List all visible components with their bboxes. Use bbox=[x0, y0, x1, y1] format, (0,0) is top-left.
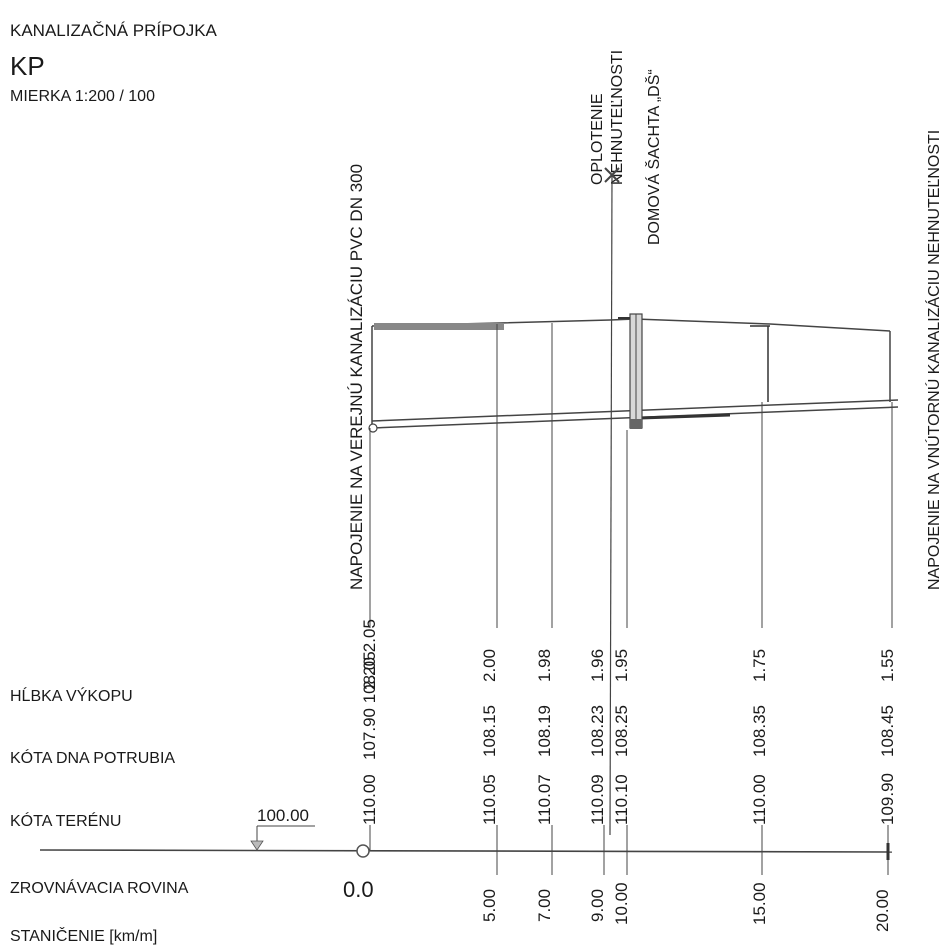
row-label-terrain: KÓTA TERÉNU bbox=[10, 811, 121, 830]
station-depth: 2.00 bbox=[480, 649, 499, 682]
station-pipe-bottom: 108.25 bbox=[612, 705, 631, 757]
station-depth: 1.96 bbox=[588, 649, 607, 682]
station-pipe-bottom: 108.19 bbox=[535, 705, 554, 757]
start-point-marker bbox=[356, 844, 370, 858]
manhole-outlet bbox=[639, 413, 731, 420]
station-terrain: 110.00 bbox=[360, 774, 379, 825]
row-label-chainage: STANIČENIE [km/m] bbox=[10, 926, 157, 945]
fence-label-line1: OPLOTENIE bbox=[589, 93, 606, 185]
station-terrain: 110.05 bbox=[480, 774, 499, 825]
drawing-code: KP bbox=[10, 51, 45, 81]
drawing-scale: MIERKA 1:200 / 100 bbox=[10, 88, 155, 105]
station-chainage: 20.00 bbox=[873, 889, 892, 932]
station-values: 110.00 107.90 108.05 2.20 2.05 5.00 110.… bbox=[360, 619, 897, 932]
row-label-depth: HĹBKA VÝKOPU bbox=[10, 686, 133, 705]
fence-label-line2: NEHNUTEĽNOSTI bbox=[609, 50, 626, 185]
public-connection-label: NAPOJENIE NA VEREJNÚ KANALIZÁCIU PVC DN … bbox=[347, 164, 366, 590]
station-depth: 1.75 bbox=[750, 649, 769, 682]
station-terrain: 110.10 bbox=[612, 774, 631, 825]
station-pipe-bottom: 107.90 108.05 bbox=[360, 651, 379, 760]
terrain-hatch bbox=[374, 323, 504, 330]
station-depth: 1.55 bbox=[878, 649, 897, 682]
datum-level-marker: 100.00 bbox=[250, 806, 315, 851]
station-depth: 1.95 bbox=[612, 649, 631, 682]
row-label-pipe-bottom: KÓTA DNA POTRUBIA bbox=[10, 748, 175, 767]
station-chainage: 5.00 bbox=[480, 889, 499, 922]
station-pipe-bottom: 108.23 bbox=[588, 705, 607, 757]
manhole-label: DOMOVÁ ŠACHTA „DŠ“ bbox=[644, 69, 663, 245]
station-terrain: 109.90 bbox=[878, 773, 897, 825]
station-depth: 2.20 2.05 bbox=[360, 619, 379, 690]
station-pipe-bottom: 108.35 bbox=[750, 705, 769, 757]
station-pipe-bottom: 108.45 bbox=[878, 705, 897, 757]
row-label-datum: ZROVNÁVACIA ROVINA bbox=[10, 878, 189, 897]
datum-line bbox=[39, 843, 893, 860]
pipe-connection-node bbox=[368, 423, 378, 433]
drawing-title: KANALIZAČNÁ PRÍPOJKA bbox=[10, 21, 218, 40]
station-chainage: 9.00 bbox=[588, 889, 607, 922]
start-chainage: 0.0 bbox=[343, 877, 374, 902]
level-triangle-icon bbox=[250, 840, 264, 851]
station-chainage: 7.00 bbox=[535, 889, 554, 922]
terrain-line bbox=[371, 318, 891, 332]
internal-connection-label: NAPOJENIE NA VNÚTORNÚ KANALIZÁCIU NEHNUT… bbox=[924, 130, 943, 590]
manhole-shaft bbox=[618, 313, 643, 429]
datum-value: 100.00 bbox=[257, 806, 309, 825]
station-terrain: 110.00 bbox=[750, 774, 769, 825]
fence-marker-icon bbox=[604, 167, 620, 836]
station-terrain: 110.09 bbox=[588, 774, 607, 825]
station-pipe-bottom: 108.15 bbox=[480, 705, 499, 757]
station-chainage: 15.00 bbox=[750, 882, 769, 925]
station-lines bbox=[369, 323, 893, 875]
station-depth: 1.98 bbox=[535, 649, 554, 682]
station-chainage: 10.00 bbox=[612, 882, 631, 925]
station-terrain: 110.07 bbox=[535, 774, 554, 825]
